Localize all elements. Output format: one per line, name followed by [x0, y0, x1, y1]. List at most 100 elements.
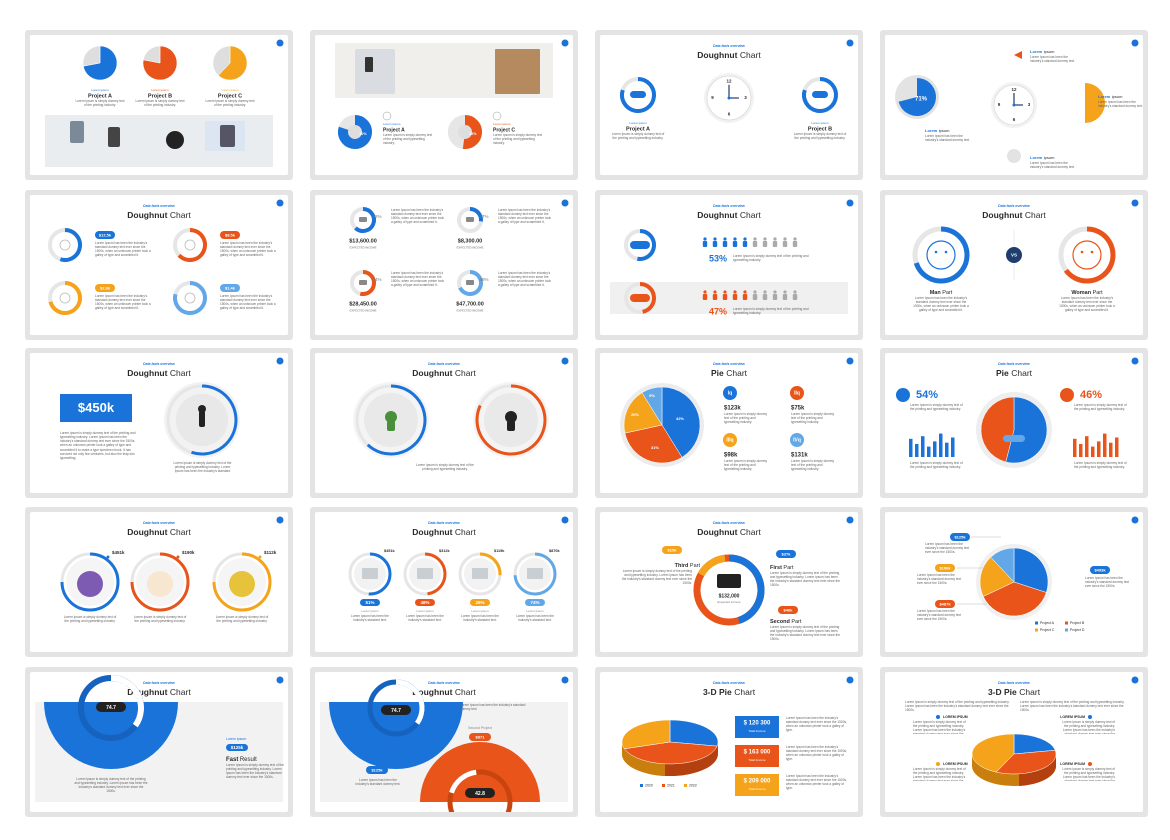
slide-badge [1131, 676, 1139, 684]
slide: Data facts overview Doughnut Chart 74.7 Lore… [30, 672, 288, 812]
person-icon [703, 290, 707, 294]
person-icon [753, 237, 757, 241]
pie-decor [212, 45, 231, 76]
person-icon [702, 294, 708, 300]
title-bold: Doughnut [697, 527, 737, 537]
title-bold: Doughnut [127, 210, 167, 220]
pie-decor [621, 719, 671, 750]
label: LOREM IPSUM [943, 715, 968, 719]
body-text: Lorem Ipsum has been the industry's stan… [95, 241, 151, 258]
label-light: Part [942, 290, 953, 296]
label: 74.7 [391, 708, 401, 714]
body-text-box: Lorem Ipsum is simply dummy text of the … [791, 412, 834, 424]
photo-object [70, 121, 84, 143]
clock-pin [1012, 103, 1016, 107]
label: $312k [439, 549, 450, 553]
pill [470, 599, 490, 606]
ring-arc [449, 769, 477, 794]
body-text-box: Lorem Ipsum is simply dummy text of the … [493, 133, 542, 145]
title-bold: Pie [711, 368, 724, 378]
part-label: Man Part [930, 290, 953, 296]
title-bold: Doughnut [412, 527, 452, 537]
slide: Data facts overview Doughnut Chart $451k 51%… [315, 512, 573, 652]
legend-label: 2020 [645, 783, 653, 787]
ring-value [354, 207, 376, 233]
slide-badge [276, 676, 284, 684]
title-light: Chart [1019, 687, 1040, 697]
body-text: Lorem Ipsum is simply dummy text of the … [173, 461, 232, 473]
pill [220, 231, 240, 239]
quarter-badge [790, 386, 804, 400]
title-bold: Doughnut [982, 210, 1022, 220]
body-text-box: Lorem Ipsum is simply dummy text of the … [733, 254, 808, 262]
body-text: Lorem Ipsum has been the industry's stan… [461, 614, 499, 623]
pie-decor [990, 547, 1015, 583]
cart-icon [359, 280, 367, 285]
person-icon [702, 241, 708, 247]
body-text-box: Lorem Ipsum has been the industry's stan… [460, 703, 525, 711]
clock-number: 9 [998, 102, 1001, 107]
label: Lorem ipsum [526, 609, 544, 613]
person-icon [792, 241, 798, 247]
ring-arc [802, 77, 838, 113]
body-text-box: Lorem Ipsum is simply dummy text of the … [913, 720, 966, 734]
body-text: Lorem Ipsum has been the industry's stan… [925, 542, 970, 555]
pie-slice [623, 392, 663, 434]
slide-subtitle: Data facts overview [428, 521, 460, 525]
ring-value [898, 78, 936, 117]
body-text: Lorem Ipsum is simply dummy text of the … [724, 459, 768, 472]
person-icon [742, 241, 748, 247]
person-icon [753, 290, 757, 294]
legend-swatch [662, 784, 665, 787]
body-text-box: Lorem Ipsum is simply dummy text of the … [226, 763, 284, 779]
ring-label: 51% [365, 600, 374, 605]
ring-value [639, 282, 656, 314]
label: Lorem ipsum [226, 737, 246, 741]
label: Lorem ipsum [383, 122, 401, 126]
body-text: Lorem Ipsum has been the industry's stan… [786, 774, 847, 791]
quarter-badge [723, 433, 737, 447]
pill [630, 294, 650, 302]
body-text-box: Lorem Ipsum is simply dummy text of the … [913, 767, 966, 781]
bar-decor [1115, 437, 1119, 457]
clock-number: 9 [711, 95, 714, 100]
slice-label: 9% [649, 393, 655, 398]
label: $190k [182, 550, 195, 555]
pill-label: $196k [939, 565, 951, 570]
value-box [735, 716, 779, 738]
label: Expected Income [717, 600, 741, 604]
slide-badge [1131, 199, 1139, 207]
icon [184, 292, 196, 304]
clock-number: 12 [726, 79, 732, 84]
label: EXPECTED INCOME [456, 246, 483, 250]
title-light: Chart [740, 527, 761, 537]
label: $13,600.00 [349, 238, 377, 244]
photo-object [417, 568, 433, 579]
pill [96, 702, 126, 712]
label: $ 209 000 [744, 779, 771, 785]
pie-decor [82, 45, 101, 67]
person-icon [762, 241, 768, 247]
chess-icon [199, 411, 205, 427]
bar-decor [1109, 442, 1113, 457]
label: $ 120 300 [744, 721, 771, 727]
label: Project C [218, 93, 242, 99]
face-icon [1090, 250, 1094, 254]
body-text-box: Lorem Ipsum is simply dummy text of the … [383, 133, 432, 145]
person-icon [722, 294, 728, 300]
label: Second Project [468, 726, 492, 730]
ring-value [462, 115, 482, 149]
ring-arc [130, 552, 190, 612]
label: $ 163 000 [744, 750, 771, 756]
pill [381, 705, 411, 715]
title-light: Chart [455, 687, 476, 697]
face-icon [1072, 240, 1102, 270]
label-light: Result [240, 757, 257, 763]
slide: Data facts overview Doughnut Chart Lorem Ip… [315, 353, 573, 493]
pill [469, 733, 491, 741]
body-text: Lorem Ipsum is simply dummy text of the … [611, 132, 665, 141]
title-light: Chart [170, 527, 191, 537]
label: $47,700.00 [456, 301, 484, 307]
